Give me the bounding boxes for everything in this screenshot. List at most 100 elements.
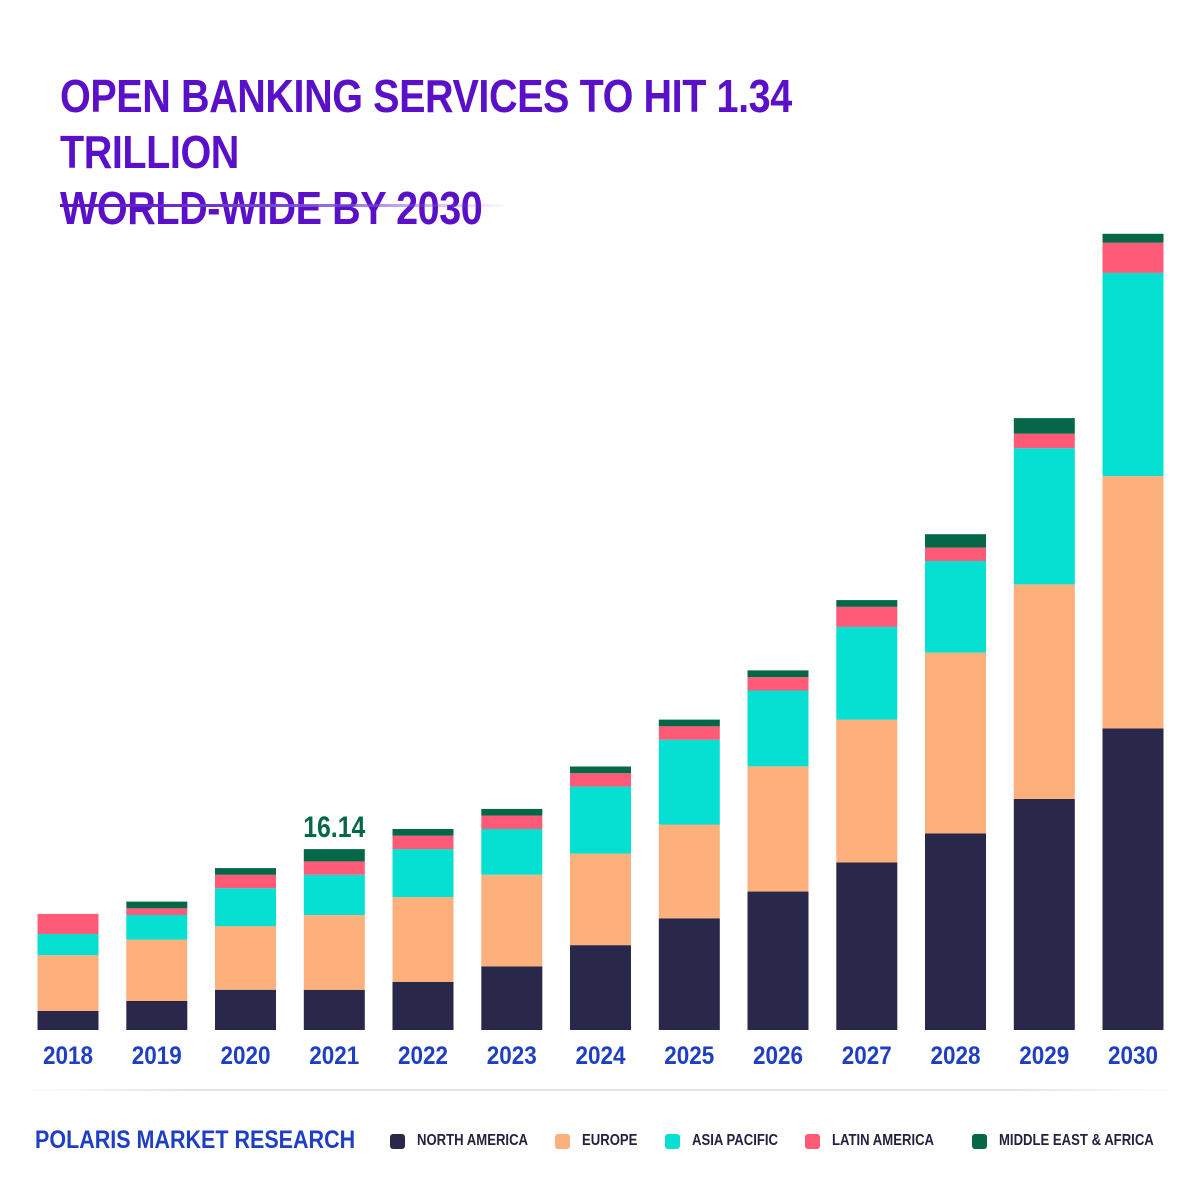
bar-segment-2027-europe xyxy=(836,719,898,863)
bar-segment-2030-middle-east-africa xyxy=(1102,233,1164,243)
x-tick-label-2024: 2024 xyxy=(576,1042,626,1070)
bar-segment-2021-asia-pacific xyxy=(303,874,365,915)
bar-segment-2022-latin-america xyxy=(392,835,454,850)
bar-segment-2026-asia-pacific xyxy=(747,690,809,767)
bar-segment-2027-asia-pacific xyxy=(836,626,898,720)
legend-swatch xyxy=(665,1133,680,1149)
x-tick-label-2025: 2025 xyxy=(664,1042,714,1070)
bar-segment-2023-europe xyxy=(481,874,543,967)
chart-title-line-1: OPEN BANKING SERVICES TO HIT 1.34 TRILLI… xyxy=(60,70,792,178)
value-annotation-2021: 16.14 xyxy=(303,811,365,844)
x-tick-label-2029: 2029 xyxy=(1019,1042,1069,1070)
bar-segment-2029-north-america xyxy=(1013,798,1075,1030)
bar-segment-2027-latin-america xyxy=(836,606,898,627)
brand-name: POLARIS MARKET RESEARCH xyxy=(35,1126,356,1154)
bar-segment-2021-latin-america xyxy=(303,861,365,875)
bar-segment-2021-north-america xyxy=(303,989,365,1030)
legend-swatch xyxy=(390,1133,405,1149)
x-tick-label-2021: 2021 xyxy=(309,1042,359,1070)
bar-segment-2022-middle-east-africa xyxy=(392,829,454,836)
title-underline xyxy=(60,204,510,207)
bar-segment-2025-middle-east-africa xyxy=(658,719,720,727)
bar-segment-2023-middle-east-africa xyxy=(481,808,543,816)
x-tick-label-2023: 2023 xyxy=(487,1042,537,1070)
legend-item-asia-pacific: ASIA PACIFIC xyxy=(665,1132,797,1150)
bar-segment-2025-latin-america xyxy=(658,726,720,740)
bar-segment-2027-middle-east-africa xyxy=(836,600,898,607)
bar-segment-2018-asia-pacific xyxy=(37,934,99,956)
chart-legend: NORTH AMERICA EUROPE ASIA PACIFIC LATIN AME… xyxy=(390,1132,1180,1156)
bar-segment-2024-europe xyxy=(570,853,631,946)
bar-segment-2030-north-america xyxy=(1102,728,1164,1030)
bar-segment-2024-middle-east-africa xyxy=(570,766,631,774)
x-tick-label-2018: 2018 xyxy=(43,1042,93,1070)
bar-segment-2030-latin-america xyxy=(1102,242,1164,273)
bar-segment-2018-latin-america xyxy=(37,913,99,934)
bar-segment-2022-north-america xyxy=(392,982,454,1030)
legend-item-north-america: NORTH AMERICA xyxy=(390,1132,552,1150)
bar-segment-2019-asia-pacific xyxy=(126,915,188,940)
bar-segment-2029-asia-pacific xyxy=(1013,448,1075,585)
bar-segment-2029-middle-east-africa xyxy=(1013,418,1075,434)
x-tick-label-2019: 2019 xyxy=(132,1042,182,1070)
bar-segment-2026-north-america xyxy=(747,891,809,1030)
legend-label: MIDDLE EAST & AFRICA xyxy=(999,1132,1154,1149)
legend-label: ASIA PACIFIC xyxy=(692,1132,779,1149)
x-tick-label-2028: 2028 xyxy=(931,1042,981,1070)
legend-swatch xyxy=(555,1133,570,1149)
bar-segment-2027-north-america xyxy=(836,862,898,1030)
footer-divider xyxy=(20,1089,1180,1091)
bar-segment-2026-europe xyxy=(747,766,809,892)
bar-segment-2029-latin-america xyxy=(1013,433,1075,449)
bar-segment-2023-latin-america xyxy=(481,815,543,829)
chart-title-line-2: WORLD-WIDE BY 2030 xyxy=(60,182,483,234)
stacked-bar-chart: 2018 2019 2020 2021 16.14 2022 2023 2024 2025 202… xyxy=(37,233,1164,1070)
bar-segment-2028-north-america xyxy=(925,833,986,1030)
bar-segment-2020-middle-east-africa xyxy=(215,868,276,875)
bar-segment-2024-asia-pacific xyxy=(570,786,631,854)
x-tick-label-2026: 2026 xyxy=(753,1042,803,1070)
bar-segment-2019-middle-east-africa xyxy=(126,901,188,909)
bar-segment-2025-europe xyxy=(658,824,720,919)
bar-segment-2030-asia-pacific xyxy=(1102,272,1164,477)
bar-segment-2019-latin-america xyxy=(126,908,188,915)
bar-segment-2026-middle-east-africa xyxy=(747,670,809,678)
legend-label: LATIN AMERICA xyxy=(832,1132,935,1149)
bar-segment-2022-europe xyxy=(392,897,454,982)
bar-segment-2020-latin-america xyxy=(215,874,276,889)
bar-segment-2022-asia-pacific xyxy=(392,849,454,898)
legend-label: NORTH AMERICA xyxy=(417,1132,529,1149)
bar-segment-2024-north-america xyxy=(570,945,631,1030)
bar-segment-2021-europe xyxy=(303,915,365,990)
bar-segment-2025-north-america xyxy=(658,918,720,1030)
bar-segment-2018-north-america xyxy=(37,1011,99,1030)
x-tick-label-2027: 2027 xyxy=(842,1042,892,1070)
legend-item-middle-east-africa: MIDDLE EAST & AFRICA xyxy=(972,1132,1188,1150)
bar-segment-2025-asia-pacific xyxy=(658,739,720,825)
bar-segment-2020-europe xyxy=(215,926,276,990)
bar-segment-2029-europe xyxy=(1013,584,1075,799)
legend-item-europe: EUROPE xyxy=(555,1132,650,1150)
x-tick-label-2020: 2020 xyxy=(221,1042,271,1070)
bar-segment-2026-latin-america xyxy=(747,677,809,691)
bar-segment-2024-latin-america xyxy=(570,773,631,787)
legend-swatch xyxy=(972,1133,987,1149)
bar-segment-2030-europe xyxy=(1102,476,1164,729)
chart-title: OPEN BANKING SERVICES TO HIT 1.34 TRILLI… xyxy=(60,68,920,236)
legend-item-latin-america: LATIN AMERICA xyxy=(805,1132,956,1150)
bar-segment-2023-north-america xyxy=(481,966,543,1030)
x-tick-label-2022: 2022 xyxy=(398,1042,448,1070)
bar-segment-2028-latin-america xyxy=(925,547,986,561)
bar-segment-2018-europe xyxy=(37,955,99,1011)
legend-label: EUROPE xyxy=(582,1132,638,1149)
bar-segment-2020-asia-pacific xyxy=(215,888,276,927)
bar-segment-2021-middle-east-africa xyxy=(303,849,365,862)
legend-swatch xyxy=(805,1133,820,1149)
bar-segment-2019-north-america xyxy=(126,1001,188,1030)
x-tick-label-2030: 2030 xyxy=(1108,1042,1158,1070)
bar-segment-2023-asia-pacific xyxy=(481,829,543,875)
bar-segment-2028-middle-east-africa xyxy=(925,534,986,548)
bar-segment-2020-north-america xyxy=(215,989,276,1030)
bar-segment-2028-europe xyxy=(925,652,986,834)
bar-segment-2028-asia-pacific xyxy=(925,561,986,653)
